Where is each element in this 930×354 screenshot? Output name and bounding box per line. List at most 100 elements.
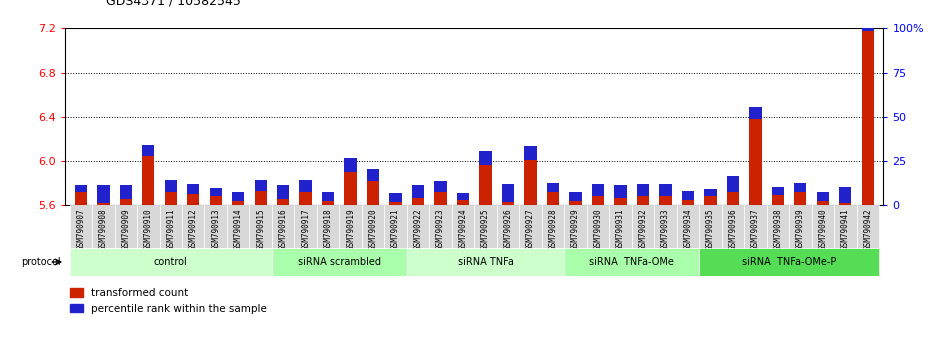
Bar [434,181,446,192]
Text: GSM790932: GSM790932 [638,209,647,250]
Bar [142,145,154,155]
Bar [525,146,537,160]
Bar [412,185,424,198]
Bar [384,205,406,248]
Bar [726,192,739,205]
Bar [344,158,357,172]
Text: siRNA  TNFa-OMe: siRNA TNFa-OMe [590,257,674,267]
Bar [591,196,604,205]
Text: GSM790935: GSM790935 [706,209,715,250]
Text: GSM790928: GSM790928 [549,209,557,250]
Bar [390,202,402,205]
Bar [137,205,160,248]
Bar [704,189,716,196]
Bar [227,205,249,248]
Text: GSM790936: GSM790936 [728,209,737,250]
Bar [299,192,312,205]
Bar [317,205,339,248]
Text: GSM790908: GSM790908 [99,209,108,250]
Text: siRNA  TNFa-OMe-P: siRNA TNFa-OMe-P [742,257,836,267]
Bar [249,205,272,248]
Bar [272,248,406,276]
Bar [861,0,874,30]
Bar [682,191,694,200]
Bar [272,205,295,248]
Bar [726,176,739,192]
Bar [120,199,132,205]
Bar [70,205,92,248]
Text: GSM790919: GSM790919 [346,209,355,250]
Bar [182,205,205,248]
Bar [295,205,317,248]
Bar [457,200,470,205]
Bar [497,205,519,248]
Bar [750,119,762,205]
Bar [812,205,834,248]
Text: siRNA scrambled: siRNA scrambled [298,257,381,267]
Bar [839,187,852,203]
Bar [569,201,581,205]
Bar [704,196,716,205]
Bar [750,107,762,119]
Bar [255,180,267,191]
Bar [114,205,137,248]
Bar [74,185,87,192]
Bar [542,205,565,248]
Bar [434,192,446,205]
Text: GSM790931: GSM790931 [616,209,625,250]
Text: GSM790923: GSM790923 [436,209,445,250]
Bar [406,248,565,276]
Bar [209,188,222,196]
Text: GSM790933: GSM790933 [661,209,670,250]
Bar [160,205,182,248]
Bar [406,205,430,248]
Bar [165,192,177,205]
Bar [339,205,362,248]
Text: GDS4371 / 10582545: GDS4371 / 10582545 [106,0,241,7]
Text: GSM790922: GSM790922 [414,209,422,250]
Bar [839,203,852,205]
Text: GSM790911: GSM790911 [166,209,175,250]
Bar [142,155,154,205]
Bar [631,205,654,248]
Text: GSM790915: GSM790915 [256,209,265,250]
Text: GSM790916: GSM790916 [279,209,287,250]
Text: GSM790909: GSM790909 [121,209,130,250]
Text: GSM790924: GSM790924 [458,209,468,250]
Text: GSM790913: GSM790913 [211,209,220,250]
Text: GSM790938: GSM790938 [774,209,782,250]
Bar [367,169,379,181]
Text: GSM790918: GSM790918 [324,209,333,250]
Text: GSM790926: GSM790926 [503,209,512,250]
Bar [699,205,722,248]
Text: GSM790942: GSM790942 [863,209,872,250]
Bar [637,184,649,196]
Bar [772,195,784,205]
Bar [452,205,474,248]
Bar [794,183,806,192]
Bar [789,205,812,248]
Bar [277,199,289,205]
Bar [861,30,874,205]
Text: GSM790941: GSM790941 [841,209,850,250]
Bar [722,205,744,248]
Bar [744,205,766,248]
Bar [565,205,587,248]
Text: GSM790917: GSM790917 [301,209,311,250]
Bar [92,205,114,248]
Text: GSM790940: GSM790940 [818,209,828,250]
Bar [479,165,492,205]
Text: protocol: protocol [21,257,60,267]
Bar [547,183,559,192]
Bar [817,192,829,201]
Bar [209,196,222,205]
Text: GSM790912: GSM790912 [189,209,198,250]
Bar [525,160,537,205]
Bar [322,201,335,205]
Bar [699,248,879,276]
Bar [654,205,677,248]
Bar [232,201,245,205]
Bar [659,196,671,205]
Bar [677,205,699,248]
Bar [591,184,604,196]
